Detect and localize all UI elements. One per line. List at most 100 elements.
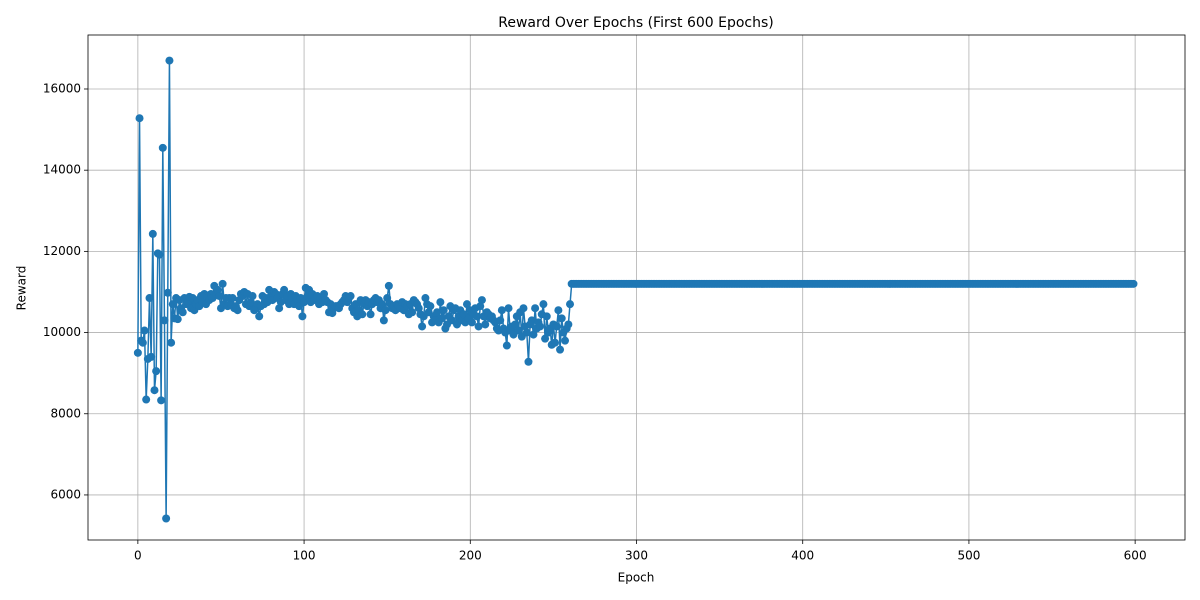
marker xyxy=(228,294,237,303)
marker xyxy=(511,320,520,329)
marker xyxy=(557,314,566,323)
x-tick-label: 0 xyxy=(134,549,142,563)
marker xyxy=(320,289,329,298)
marker xyxy=(418,322,427,331)
marker xyxy=(155,250,164,259)
marker xyxy=(157,396,166,405)
marker xyxy=(531,304,540,313)
marker xyxy=(497,306,506,315)
chart-title: Reward Over Epochs (First 600 Epochs) xyxy=(498,15,774,31)
x-tick-label: 600 xyxy=(1124,549,1147,563)
marker xyxy=(421,294,430,303)
marker xyxy=(246,298,255,307)
marker xyxy=(477,296,486,305)
marker xyxy=(138,338,147,347)
marker xyxy=(426,302,435,311)
marker xyxy=(552,322,561,331)
marker xyxy=(414,304,423,313)
marker xyxy=(462,300,471,309)
marker xyxy=(178,308,187,317)
y-axis-label: Reward xyxy=(15,266,29,311)
marker xyxy=(438,314,447,323)
x-axis-label: Epoch xyxy=(618,571,655,585)
marker xyxy=(381,306,390,315)
marker xyxy=(248,292,257,301)
marker xyxy=(255,312,264,321)
marker xyxy=(383,294,392,303)
marker xyxy=(522,328,531,337)
x-tick-label: 500 xyxy=(957,549,980,563)
marker xyxy=(566,300,575,309)
marker xyxy=(275,304,284,313)
marker xyxy=(165,56,174,65)
marker xyxy=(529,330,538,339)
marker xyxy=(556,345,565,354)
y-tick-label: 8000 xyxy=(50,406,81,420)
y-tick-label: 16000 xyxy=(43,81,81,95)
marker xyxy=(300,298,309,307)
marker xyxy=(133,348,142,357)
marker xyxy=(408,308,417,317)
marker xyxy=(467,318,476,327)
marker xyxy=(233,306,242,315)
marker xyxy=(527,316,536,325)
marker xyxy=(472,312,481,321)
marker xyxy=(439,306,448,315)
marker xyxy=(379,316,388,325)
marker xyxy=(346,292,355,301)
marker xyxy=(496,316,505,325)
marker xyxy=(173,315,182,324)
marker xyxy=(554,306,563,315)
marker xyxy=(539,300,548,309)
marker xyxy=(502,341,511,350)
marker xyxy=(163,288,172,297)
marker xyxy=(481,320,490,329)
marker xyxy=(1129,279,1138,288)
marker xyxy=(504,304,513,313)
x-tick-label: 200 xyxy=(459,549,482,563)
x-tick-label: 100 xyxy=(293,549,316,563)
marker xyxy=(474,322,483,331)
marker xyxy=(140,326,149,335)
marker xyxy=(135,114,144,123)
marker xyxy=(167,338,176,347)
y-tick-label: 6000 xyxy=(50,487,81,501)
marker xyxy=(378,300,387,309)
marker xyxy=(541,334,550,343)
marker xyxy=(168,300,177,309)
plot-frame xyxy=(87,34,1186,541)
x-tick-label: 300 xyxy=(625,549,648,563)
marker xyxy=(542,312,551,321)
x-tick-label: 400 xyxy=(791,549,814,563)
marker xyxy=(519,304,528,313)
marker xyxy=(147,352,156,361)
marker xyxy=(384,281,393,290)
marker xyxy=(514,326,523,335)
marker xyxy=(536,322,545,331)
marker xyxy=(218,279,227,288)
marker xyxy=(215,292,224,301)
marker xyxy=(476,302,485,311)
marker xyxy=(162,514,171,523)
marker xyxy=(551,338,560,347)
marker xyxy=(358,310,367,319)
marker xyxy=(158,143,167,152)
marker xyxy=(433,308,442,317)
marker xyxy=(150,386,159,395)
marker xyxy=(298,312,307,321)
marker xyxy=(142,395,151,404)
marker xyxy=(213,285,222,294)
marker xyxy=(366,310,375,319)
marker xyxy=(148,229,157,238)
marker xyxy=(152,367,161,376)
marker xyxy=(145,294,154,303)
marker xyxy=(561,336,570,345)
marker xyxy=(160,316,169,325)
y-tick-label: 10000 xyxy=(43,325,81,339)
y-tick-label: 12000 xyxy=(43,244,81,258)
marker xyxy=(564,320,573,329)
marker xyxy=(280,285,289,294)
y-tick-label: 14000 xyxy=(43,163,81,177)
marker xyxy=(524,357,533,366)
